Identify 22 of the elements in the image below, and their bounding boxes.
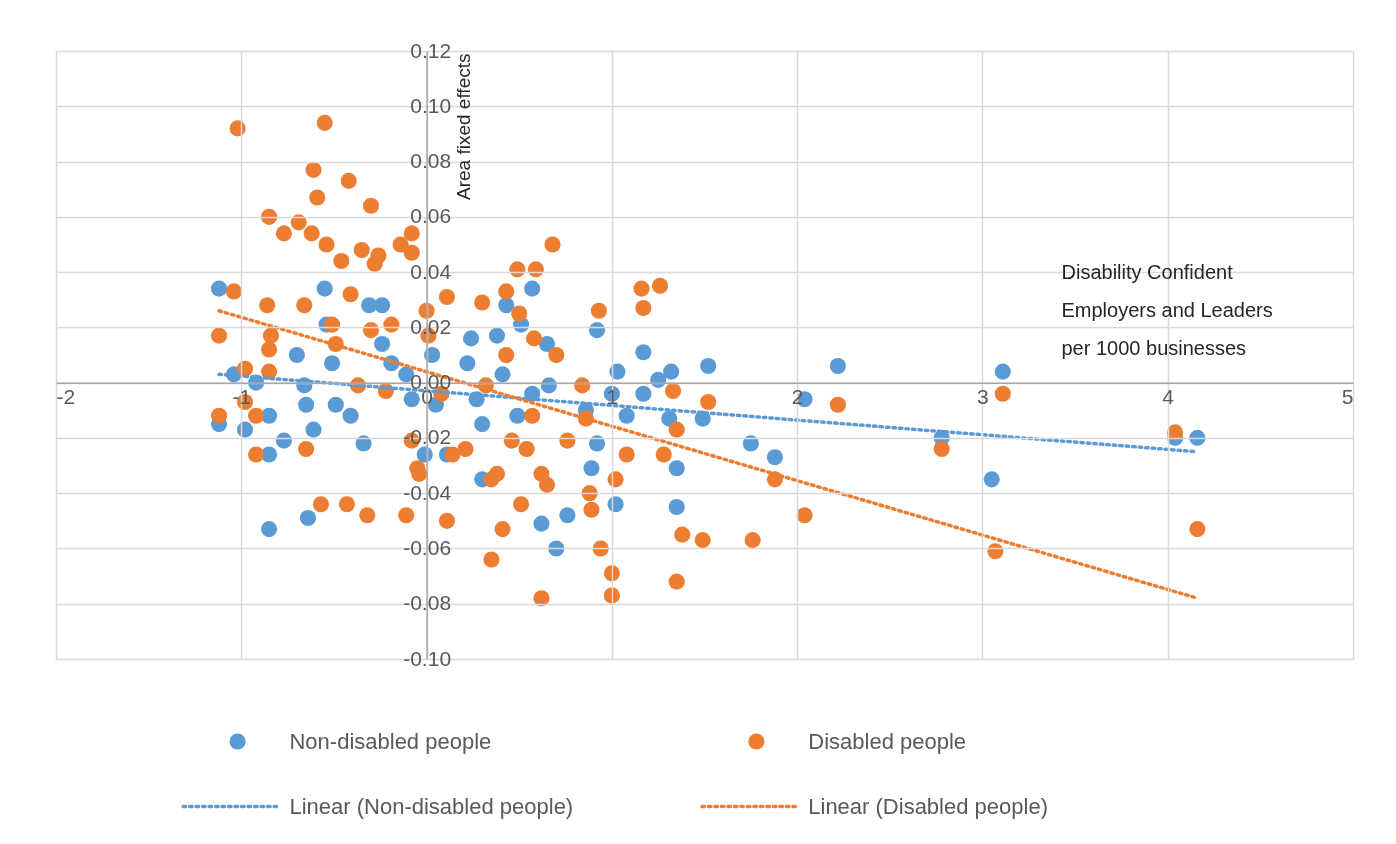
y-tick-label: -0.04 — [403, 480, 452, 504]
y-tick-label: -0.10 — [403, 646, 452, 670]
legend-label: Non-disabled people — [289, 728, 492, 754]
y-tick-label: 0.08 — [410, 149, 452, 173]
y-tick-label: 0.10 — [410, 93, 452, 117]
x-tick-label: -1 — [232, 385, 252, 409]
y-tick-label: 0.04 — [410, 259, 452, 283]
x-tick-label: 3 — [977, 385, 989, 409]
y-tick-label: -0.08 — [403, 591, 452, 615]
legend-label: Linear (Disabled people) — [808, 793, 1048, 819]
y-tick-label: 0.12 — [410, 38, 452, 62]
x-tick-label: -2 — [56, 385, 76, 409]
y-tick-label: -0.06 — [403, 535, 452, 559]
legend-label: Linear (Non-disabled people) — [289, 793, 574, 819]
y-axis-title: Area fixed effects — [453, 53, 475, 200]
y-tick-label: -0.02 — [403, 425, 452, 449]
x-axis-title: Disability Confident Employers and Leaders per 1000 businesses — [1061, 261, 1273, 360]
y-tick-label: 0.06 — [410, 204, 452, 228]
legend-label: Disabled people — [808, 728, 967, 754]
x-tick-label: 5 — [1341, 385, 1354, 409]
x-tick-label: 4 — [1162, 385, 1175, 409]
y-tick-label: 0.02 — [410, 314, 452, 338]
